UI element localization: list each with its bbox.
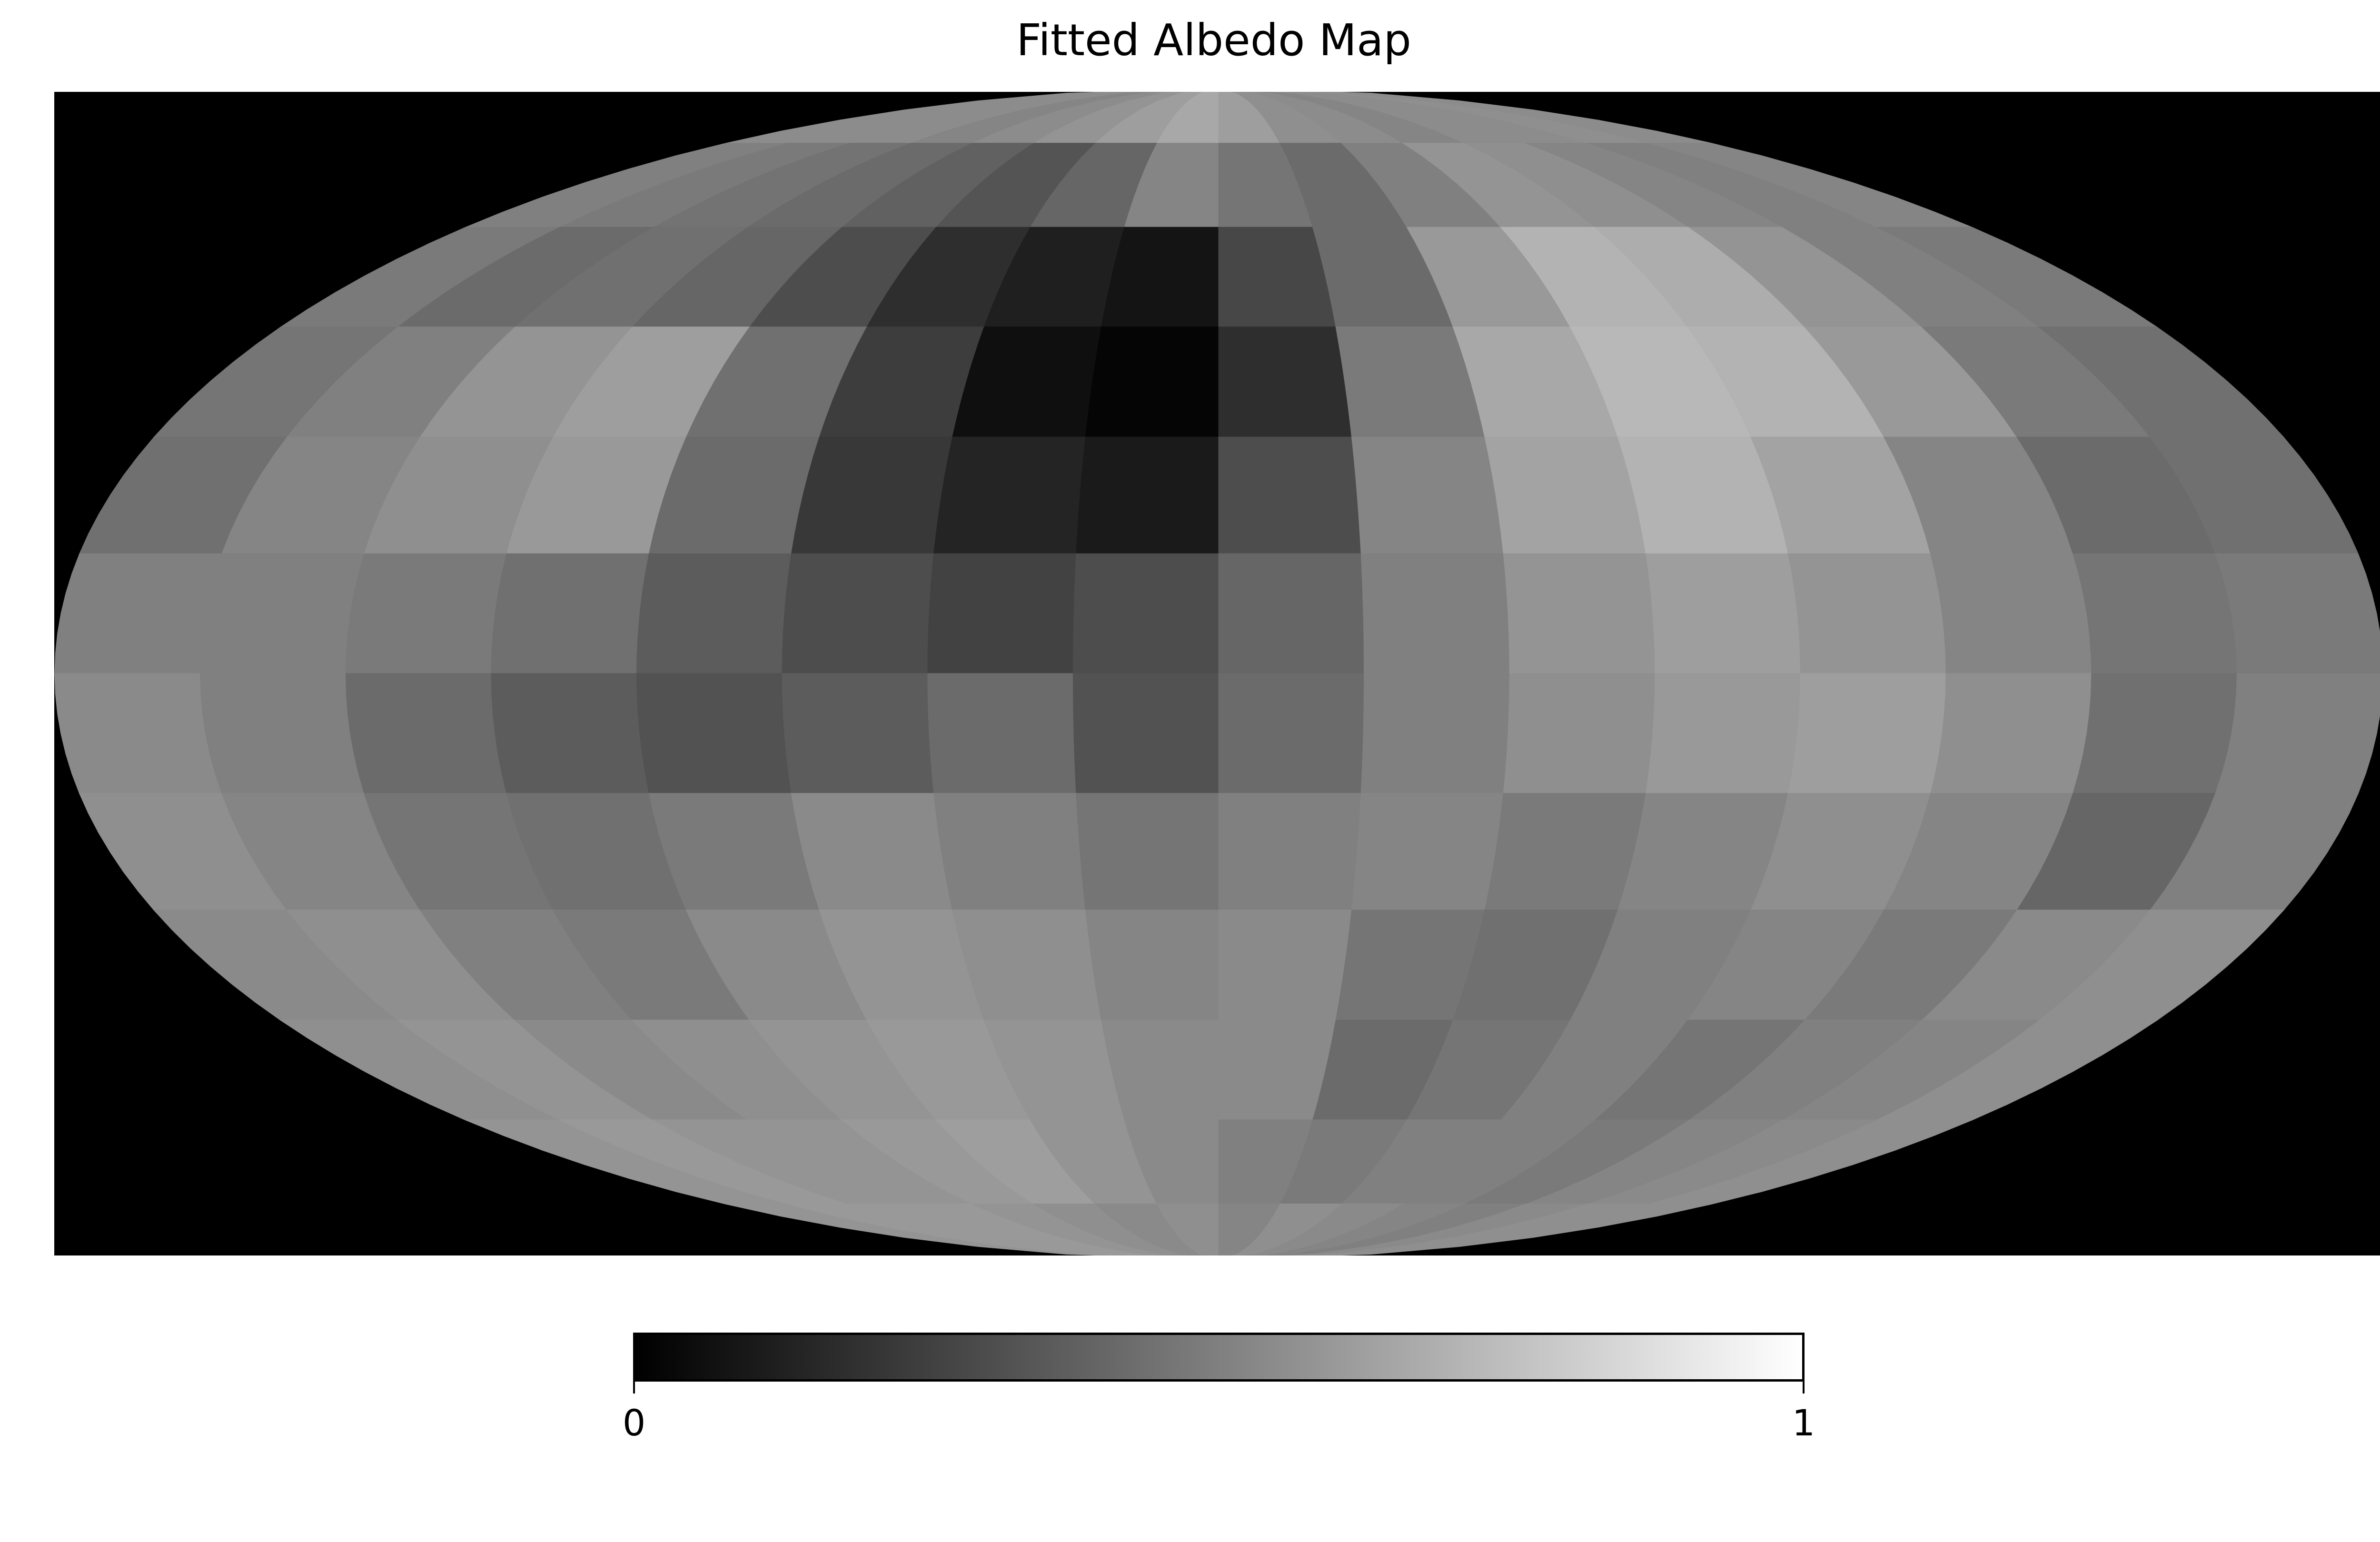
map-cell-r4-c6 [933,436,1087,554]
colorbar-label-max: 1 [1792,1402,1815,1444]
map-cell-r5-c4 [636,553,793,674]
map-cell-r6-c11 [1645,673,1802,794]
map-cell-r6-c10 [1503,673,1656,794]
map-cell-r7-c6 [933,793,1087,911]
map-cell-r5-c9 [1360,553,1510,674]
map-cell-r3-c8 [1218,326,1353,438]
map-cell-r5-c5 [782,553,935,674]
map-cell-r6-c8 [1218,673,1365,794]
map-cell-r3-c7 [1085,326,1220,438]
map-cell-r7-c7 [1076,793,1220,911]
map-cell-r4-c10 [1484,436,1647,554]
map-cell-r5-c3 [491,553,650,674]
map-cell-r5-c15 [2215,553,2380,674]
map-cell-r6-c2 [345,673,507,794]
map-cell-r5-c8 [1218,553,1365,674]
map-cell-r6-c0 [54,673,223,794]
map-cell-r5-c11 [1645,553,1802,674]
chart-title: Fitted Albedo Map [1016,15,1411,66]
map-cell-r6-c3 [491,673,650,794]
map-cell-r11-c15 [1301,1203,1712,1255]
map-cell-r6-c13 [1930,673,2092,794]
map-cell-r5-c13 [1930,553,2092,674]
map-cell-r7-c10 [1484,793,1647,911]
map-cell-r6-c7 [1072,673,1220,794]
colorbar-tick-max [1803,1382,1805,1394]
map-cell-r6-c12 [1787,673,1947,794]
mollweide-map [54,92,2380,1255]
map-cell-r6-c15 [2215,673,2380,794]
map-cell-r4-c8 [1218,436,1362,554]
map-cell-r4-c7 [1076,436,1220,554]
map-cell-r7-c8 [1218,793,1362,911]
map-cell-r6-c6 [927,673,1077,794]
map-cell-r4-c9 [1351,436,1504,554]
map-cell-r6-c5 [782,673,935,794]
map-cell-r5-c0 [54,553,223,674]
map-cell-r6-c1 [200,673,365,794]
map-cell-r5-c7 [1072,553,1220,674]
colorbar-label-min: 0 [622,1402,646,1444]
map-cell-r5-c10 [1503,553,1656,674]
map-cell-r5-c2 [345,553,507,674]
map-cell-r8-c8 [1218,909,1353,1021]
map-cell-r7-c9 [1351,793,1504,911]
map-cell-r6-c9 [1360,673,1510,794]
map-cell-r5-c6 [927,553,1077,674]
albedo-map-panel [54,92,2380,1255]
map-cell-r5-c12 [1787,553,1947,674]
map-cell-r4-c5 [791,436,953,554]
map-cell-r6-c4 [636,673,793,794]
colorbar [633,1333,1805,1382]
map-cell-r8-c7 [1085,909,1220,1021]
map-cell-r6-c14 [2073,673,2238,794]
map-cell-r7-c5 [791,793,953,911]
colorbar-tick-min [633,1382,635,1394]
map-cell-r5-c14 [2073,553,2238,674]
map-cell-r5-c1 [200,553,365,674]
